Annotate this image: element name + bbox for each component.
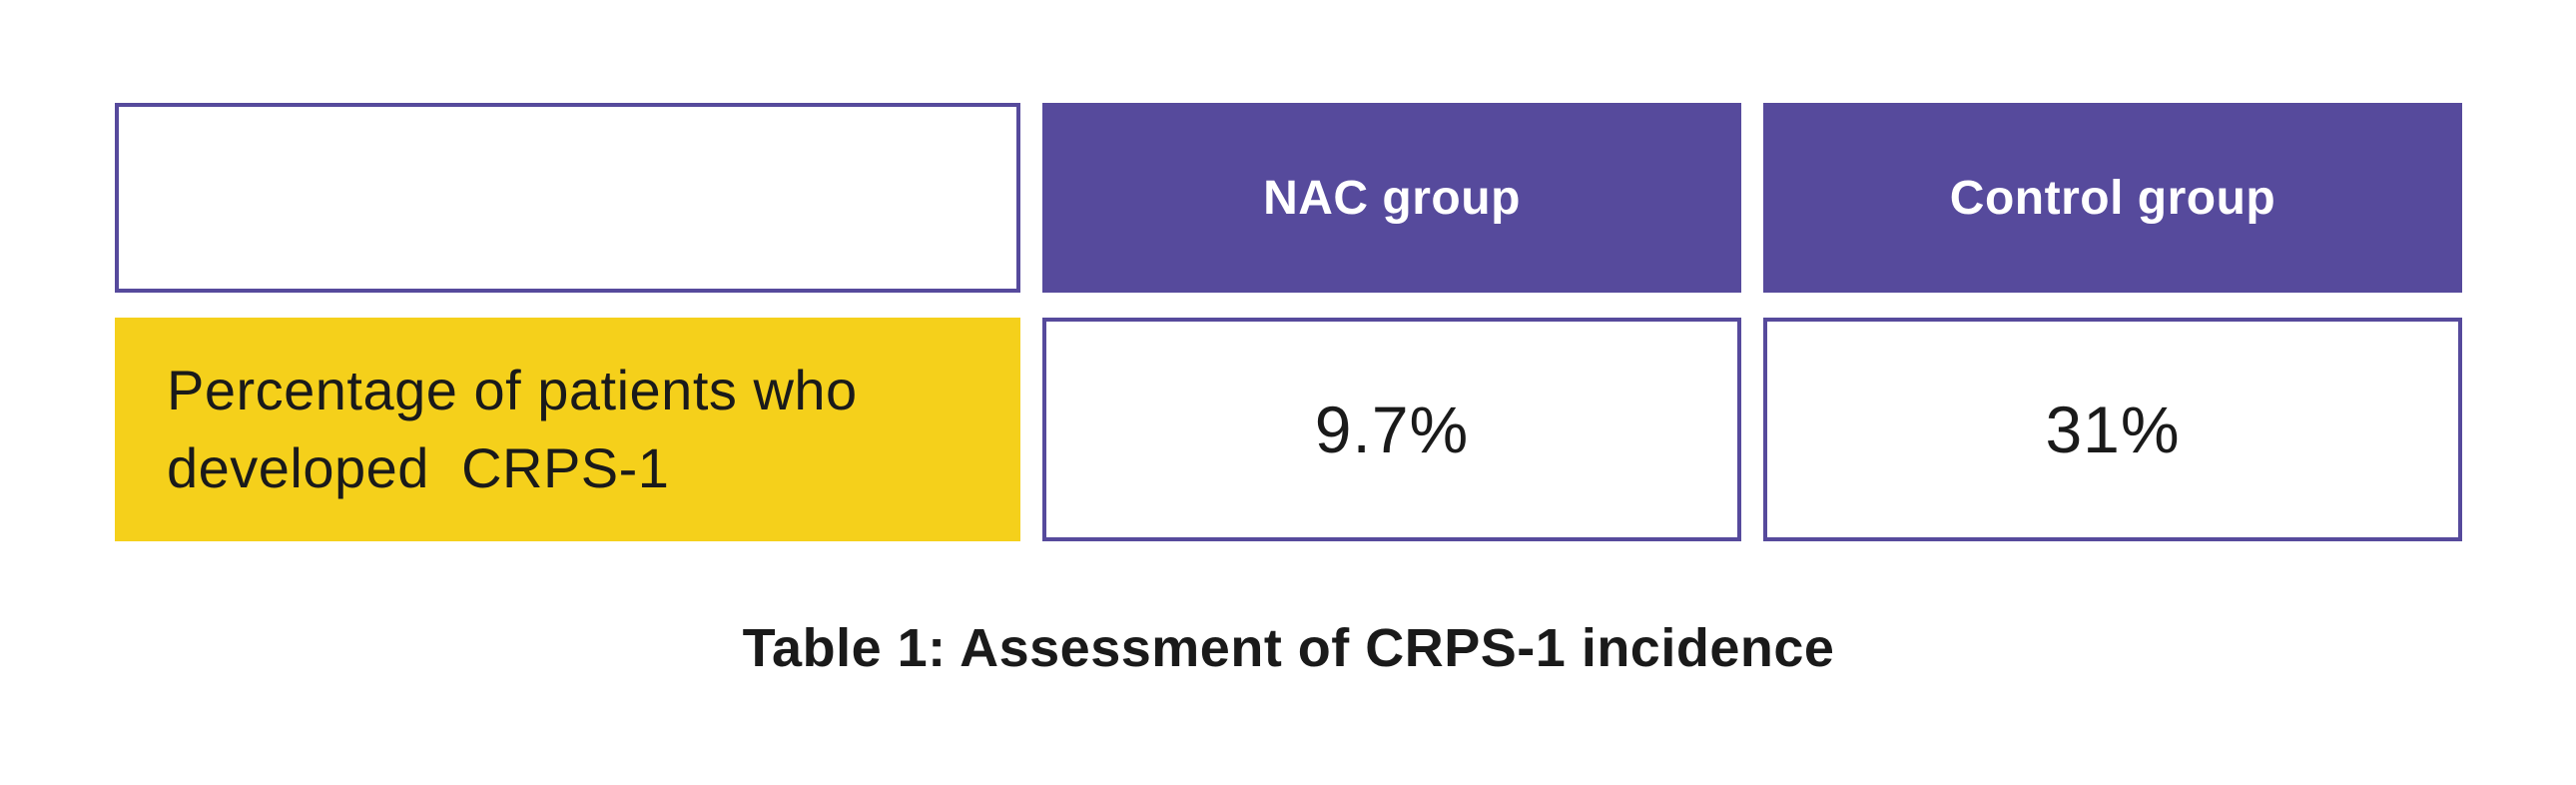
value-nac-group: 9.7%	[1042, 318, 1741, 541]
table-caption: Table 1: Assessment of CRPS-1 incidence	[742, 618, 1835, 678]
column-header-nac-group: NAC group	[1042, 103, 1741, 293]
incidence-table: NAC group Control group Percentage of pa…	[115, 103, 2462, 541]
row-label-line-2: developed CRPS-1	[167, 436, 670, 499]
value-control-group: 31%	[1763, 318, 2462, 541]
incidence-table-figure: NAC group Control group Percentage of pa…	[115, 103, 2462, 679]
corner-cell	[115, 103, 1020, 293]
row-label-line-1: Percentage of patients who	[167, 359, 858, 421]
column-header-control-group: Control group	[1763, 103, 2462, 293]
row-label-crps-incidence: Percentage of patients who developed CRP…	[115, 318, 1020, 541]
